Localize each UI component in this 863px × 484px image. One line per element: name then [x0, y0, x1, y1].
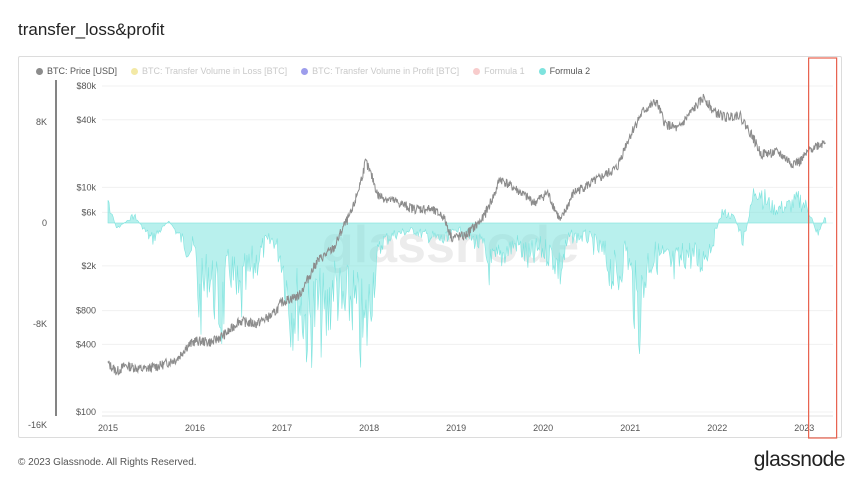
- x-tick-label: 2019: [446, 423, 466, 433]
- legend-label-formula2: Formula 2: [549, 66, 591, 76]
- right-tick-label: $400: [76, 339, 96, 349]
- x-tick-label: 2017: [272, 423, 292, 433]
- right-tick-label: $10k: [76, 182, 96, 192]
- x-tick-label: 2023: [794, 423, 814, 433]
- legend-item-price[interactable]: BTC: Price [USD]: [36, 66, 117, 76]
- x-tick-label: 2021: [620, 423, 640, 433]
- left-tick-label: -8K: [33, 319, 47, 329]
- x-tick-label: 2018: [359, 423, 379, 433]
- copyright-footer: © 2023 Glassnode. All Rights Reserved.: [18, 457, 197, 468]
- legend-item-profit[interactable]: BTC: Transfer Volume in Profit [BTC]: [301, 66, 459, 76]
- legend-item-formula2[interactable]: Formula 2: [538, 66, 591, 76]
- chart-card: [18, 56, 842, 438]
- right-tick-label: $2k: [81, 261, 96, 271]
- page-title: transfer_loss&profit: [18, 20, 165, 39]
- legend-dot-loss: [131, 67, 139, 75]
- legend-dot-formula2: [538, 67, 546, 75]
- right-tick-label: $100: [76, 407, 96, 417]
- series-formula2-area: [107, 188, 827, 368]
- legend-item-loss[interactable]: BTC: Transfer Volume in Loss [BTC]: [131, 66, 287, 76]
- legend-label-profit: BTC: Transfer Volume in Profit [BTC]: [312, 66, 460, 76]
- left-tick-label: -16K: [28, 420, 47, 430]
- left-tick-label: 0: [42, 218, 47, 228]
- right-tick-label: $800: [76, 306, 96, 316]
- legend-label-price: BTC: Price [USD]: [47, 66, 118, 76]
- right-tick-label: $80k: [76, 81, 96, 91]
- right-tick-label: $40k: [76, 115, 96, 125]
- legend-dot-price: [36, 67, 43, 75]
- legend-dot-profit: [301, 67, 309, 75]
- x-tick-label: 2015: [98, 423, 118, 433]
- brand-logo: glassnode: [753, 448, 846, 471]
- left-tick-label: 8K: [36, 117, 47, 127]
- series-price-line: [107, 93, 826, 377]
- legend-dot-formula1: [473, 67, 481, 75]
- x-tick-label: 2020: [533, 423, 553, 433]
- x-tick-label: 2022: [707, 423, 727, 433]
- x-tick-label: 2016: [185, 423, 205, 433]
- right-tick-label: $6k: [81, 207, 96, 217]
- highlight-box-2023: [808, 57, 838, 439]
- legend-item-formula1[interactable]: Formula 1: [473, 66, 525, 76]
- chart-legend: BTC: Price [USD] BTC: Transfer Volume in…: [36, 66, 590, 76]
- legend-label-formula1: Formula 1: [484, 66, 525, 76]
- legend-label-loss: BTC: Transfer Volume in Loss [BTC]: [142, 66, 288, 76]
